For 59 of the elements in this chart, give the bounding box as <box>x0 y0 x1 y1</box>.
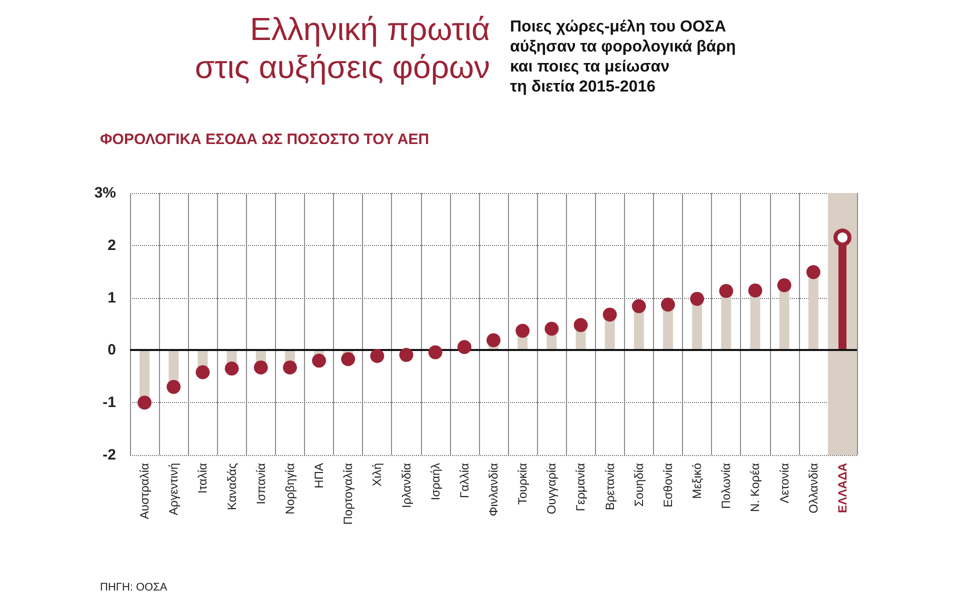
point <box>254 360 268 374</box>
y-tick-label: -1 <box>102 394 116 412</box>
x-tick-label: Μεξικό <box>690 462 704 499</box>
point <box>660 298 675 312</box>
point <box>777 278 792 292</box>
point <box>544 322 559 336</box>
x-tick-label: Εσθονία <box>660 462 675 508</box>
x-tick-label: ΗΠΑ <box>312 463 326 488</box>
chart-title: Ελληνική πρωτιά στις αυξήσεις φόρων <box>194 11 490 85</box>
y-tick-label: 3% <box>94 184 116 202</box>
x-tick-label: Ιρλανδία <box>399 462 414 508</box>
y-tick-label: 1 <box>108 289 116 306</box>
x-tick-label: Καναδάς <box>224 462 239 510</box>
point <box>428 345 442 360</box>
x-tick-label: Ιταλία <box>196 462 210 494</box>
point <box>312 354 326 368</box>
x-tick-label: ΕΛΛΑΔΑ <box>835 462 850 513</box>
x-tick-label: Ισπανία <box>254 462 268 504</box>
x-tick-label: Γαλλία <box>457 462 472 498</box>
x-tick-label: Πορτογαλία <box>341 462 356 525</box>
point <box>690 292 704 306</box>
y-tick-label: -2 <box>102 446 116 464</box>
y-tick-label: 2 <box>108 236 116 254</box>
point <box>574 318 588 332</box>
point <box>196 365 210 380</box>
y-tick-label: 0 <box>108 342 116 359</box>
x-tick-label: Ουγγαρία <box>544 462 559 514</box>
point <box>370 348 384 363</box>
x-tick-label: Τουρκία <box>516 462 530 505</box>
point <box>457 340 472 354</box>
point <box>632 299 646 314</box>
point <box>602 308 617 322</box>
y-axis-title: ΦΟΡΟΛΟΓΙΚΑ ΕΣΟΔΑ ΩΣ ΠΟΣΟΣΤΟ ΤΟΥ ΑΕΠ <box>100 131 430 148</box>
x-tick-label: Αργεντινή <box>166 463 181 516</box>
point <box>806 265 820 280</box>
point <box>166 380 181 394</box>
point <box>486 333 500 348</box>
point <box>341 352 356 366</box>
point <box>138 396 152 410</box>
point <box>516 324 530 338</box>
x-tick-label: Φινλανδία <box>486 462 500 516</box>
chart-subtitle: Ποιες χώρες-μέλη του ΟΟΣΑ αύξησαν τα φορολογικά βάρη και ποιες τα μείωσαν τη διετία 2015-2016 <box>510 18 736 96</box>
x-tick-label: Λετονία <box>777 462 792 504</box>
x-tick-label: Αυστραλία <box>138 462 152 520</box>
point <box>748 283 762 298</box>
x-tick-label: Σουηδία <box>632 462 646 507</box>
point <box>282 360 297 374</box>
x-tick-label: Γερμανία <box>574 462 588 512</box>
point <box>719 284 734 298</box>
x-tick-label: Ισραήλ <box>428 463 442 500</box>
x-tick-label: Πολωνία <box>719 462 734 509</box>
text: ΠΗΓΗ: ΟΟΣΑ <box>100 582 168 594</box>
x-tick-label: Ολλανδία <box>806 462 820 514</box>
x-tick-label: Χιλή <box>370 463 384 486</box>
x-tick-label: Ν. Κορέα <box>748 462 762 512</box>
x-tick-label: Νορβηγία <box>282 462 297 514</box>
point <box>399 348 414 362</box>
x-tick-label: Βρετανία <box>602 462 617 510</box>
point <box>224 362 239 376</box>
